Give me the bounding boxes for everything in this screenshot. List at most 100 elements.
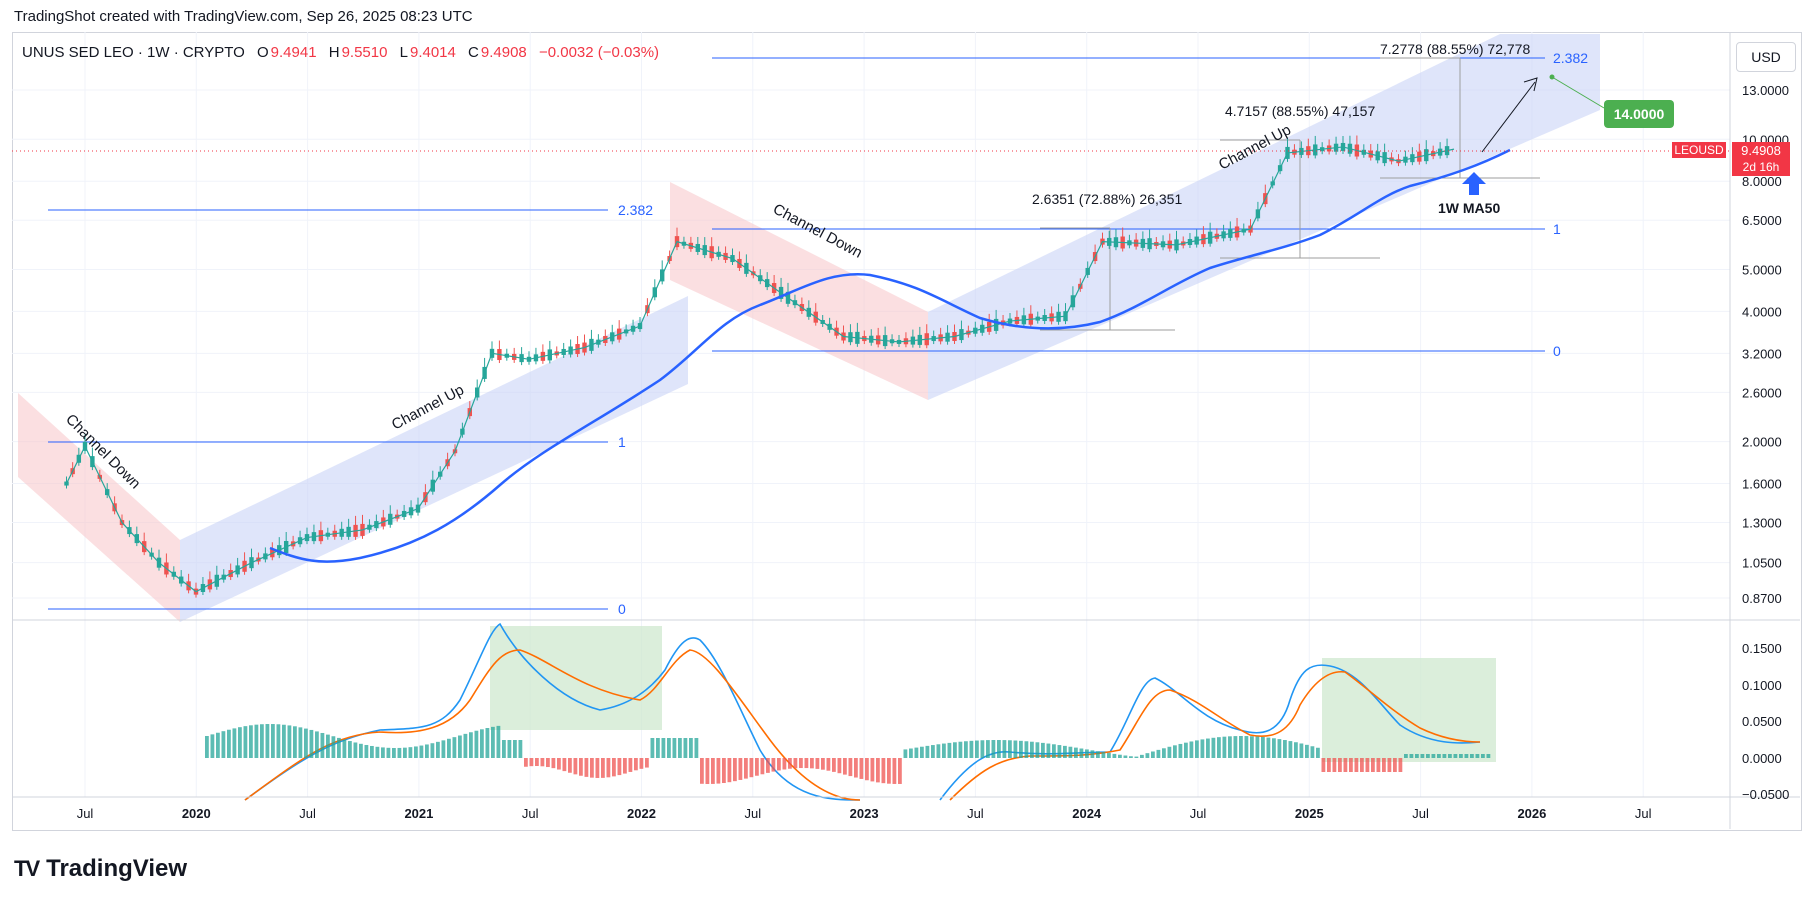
channel-down-1-band [18,393,180,622]
histogram-bar [254,724,259,758]
histogram-bar [639,758,644,769]
histogram-bar [958,741,963,758]
macd-line [244,622,1481,801]
histogram-bar [623,758,627,774]
price-line [65,146,1455,593]
histogram-bar [975,740,979,758]
histogram-bar [1464,754,1469,758]
histogram-bar [931,745,935,758]
histogram-bar [683,738,688,758]
fib-b-top-label: 2.382 [1553,50,1588,66]
channel-up-1-band [180,296,688,622]
time-tick-label: 2026 [1517,806,1546,821]
symbol-legend: UNUS SED LEO · 1W · CRYPTO O 9.4941 H 9.55… [22,44,659,61]
histogram-bar [1118,754,1122,758]
price-tick-label: 2.6000 [1742,385,1782,400]
histogram-bar [1277,739,1282,758]
svg-text:14.0000: 14.0000 [1614,106,1665,122]
histogram-bar [513,740,517,758]
histogram-bar [799,758,803,769]
histogram-bar [397,747,402,758]
histogram-bar [474,730,479,758]
histogram-bar [1310,746,1315,758]
histogram-bar [590,758,594,778]
fib-b-bot-label: 0 [1553,343,1561,359]
histogram-bar [716,758,721,784]
histogram-bar [617,758,622,776]
histogram-bar [1283,740,1287,758]
histogram-bar [1442,754,1447,758]
tradingview-logo[interactable]: TV TradingView [14,855,187,883]
histogram-bar [1365,758,1370,772]
histogram-bar [672,738,677,758]
histogram-bar [1112,753,1117,758]
histogram-bar [1041,742,1045,758]
histogram-bar [1431,754,1436,758]
time-tick-label: Jul [1412,806,1429,821]
histogram-bar [375,746,380,758]
histogram-bar [249,725,253,758]
target-badge: 14.0000 [1604,100,1674,128]
time-axis[interactable]: Jul 2020 Jul 2021 Jul 2022 Jul 2023 Jul 2024 Jul 20… [77,806,1652,821]
histogram-bar [804,758,809,769]
histogram-bar [480,729,484,758]
histogram-bar [1409,754,1414,758]
histogram-bar [991,740,996,758]
legend-low-label: L [399,44,408,61]
histogram-bar [216,732,220,758]
histogram-bar [1486,754,1491,758]
histogram-bar [1448,754,1452,758]
histogram-bar [408,747,413,758]
histogram-bar [628,758,633,772]
histogram-bar [562,758,567,772]
histogram-bar [573,758,578,775]
histogram-bar [942,743,946,758]
measure-2-label: 4.7157 (88.55%) 47,157 [1225,103,1375,119]
histogram-bar [964,741,968,758]
fib-a-mid-label: 1 [618,434,626,450]
time-tick-label: Jul [299,806,316,821]
currency-button[interactable]: USD [1736,42,1796,72]
histogram-bar [348,741,352,758]
histogram-bar [810,758,814,769]
histogram-bar [529,758,534,767]
histogram-bar [1393,758,1397,772]
histogram-bar [1321,758,1326,772]
macd-tick-label: 0.0000 [1742,751,1782,766]
price-axis[interactable]: 13.000010.00008.00006.50005.00004.00003.… [1742,83,1789,606]
histogram-bar [1156,749,1161,758]
histogram-bar [777,758,781,771]
histogram-bar [271,724,275,758]
histogram-bar [243,726,248,758]
histogram-bar [1305,744,1309,758]
histogram-bar [293,726,297,758]
histogram-bar [667,738,671,758]
histogram-bar [920,746,924,758]
price-tick-label: 1.6000 [1742,477,1782,492]
histogram-bar [1261,736,1265,758]
time-tick-label: Jul [1635,806,1652,821]
time-tick-label: Jul [744,806,761,821]
histogram-bar [892,758,897,784]
legend-high: 9.5510 [341,44,388,61]
histogram-bar [1189,741,1194,758]
histogram-bar [793,758,798,769]
histogram-bar [771,758,776,772]
histogram-bar [579,758,583,776]
measure-3-label: 7.2778 (88.55%) 72,778 [1380,41,1530,57]
histogram-bar [1272,738,1276,758]
ma50-arrow-icon [1462,172,1486,195]
histogram-bar [821,758,825,770]
histogram-bar [909,748,913,758]
time-tick-label: 2025 [1295,806,1324,821]
histogram-bar [733,758,737,782]
legend-symbol: UNUS SED LEO · 1W · CRYPTO [22,44,245,61]
histogram-bar [276,724,281,758]
histogram-bar [881,758,886,784]
price-tick-label: 1.3000 [1742,516,1782,531]
macd-tick-label: 0.1500 [1742,641,1782,656]
histogram-bar [1008,740,1012,758]
histogram-bar [711,758,715,784]
channel-up-2-band [928,34,1600,400]
